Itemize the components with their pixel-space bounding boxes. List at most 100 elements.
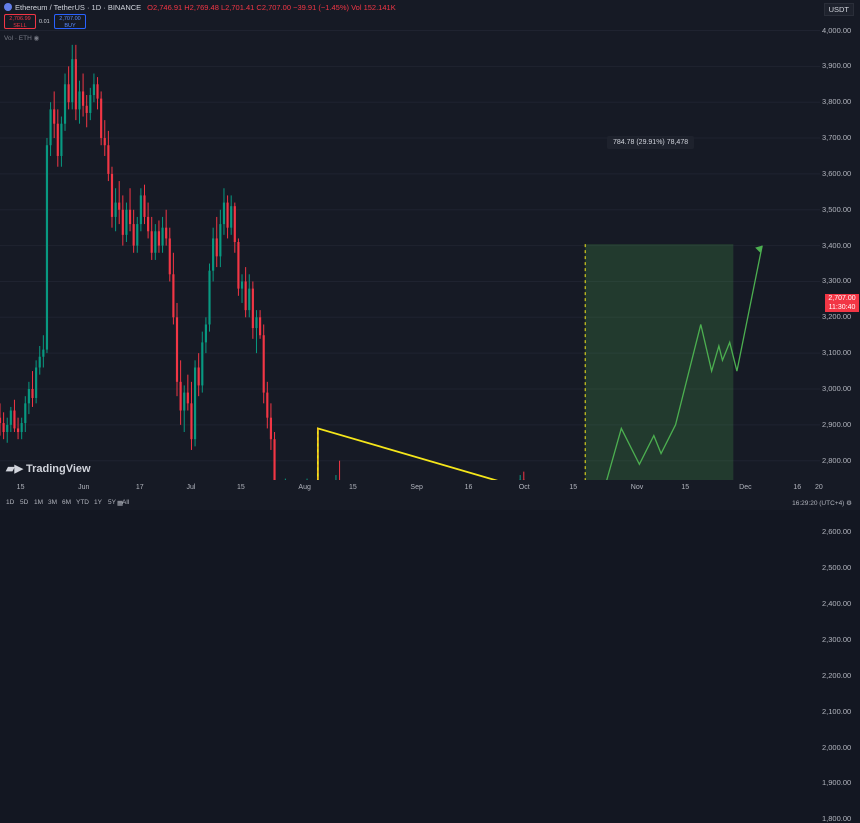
candle-body [143, 195, 145, 217]
candle-body [154, 231, 156, 253]
candle-body [24, 403, 26, 423]
candle-body [183, 393, 185, 411]
candle-body [234, 206, 236, 242]
buy-price: 2,707.00 [55, 16, 85, 23]
candle-body [161, 228, 163, 246]
candle-body [198, 367, 200, 385]
candle-body [133, 224, 135, 246]
price-tick-label: 1,800.00 [822, 814, 851, 823]
volume-readout: Vol 152.141K [351, 3, 396, 12]
time-tick-label: Jun [78, 484, 89, 491]
candle-body [89, 95, 91, 113]
timeframe-button[interactable]: 5Y [108, 499, 116, 506]
candle-body [57, 124, 59, 156]
price-tick-label: 3,800.00 [822, 97, 851, 106]
candle-body [190, 403, 192, 439]
candle-body [125, 210, 127, 235]
price-tick-label: 2,000.00 [822, 743, 851, 752]
price-tick-label: 2,500.00 [822, 563, 851, 572]
candle-body [129, 210, 131, 224]
symbol-title[interactable]: Ethereum / TetherUS · 1D · BINANCE [15, 3, 141, 12]
price-chart[interactable] [0, 0, 820, 480]
candle-body [176, 317, 178, 382]
measure-label: 784.78 (29.91%) 78,478 [607, 136, 694, 149]
timeframe-button[interactable]: 6M [62, 499, 71, 506]
candle-body [237, 242, 239, 289]
timeframe-button[interactable]: 1M [34, 499, 43, 506]
price-tick-label: 3,000.00 [822, 384, 851, 393]
time-tick-label: 20 [815, 484, 823, 491]
settings-icon[interactable]: ⚙ [846, 500, 852, 507]
price-tick-label: 2,100.00 [822, 707, 851, 716]
candle-body [230, 206, 232, 228]
price-tick-label: 4,000.00 [822, 26, 851, 35]
candle-body [273, 439, 275, 480]
spread-value: 0.01 [39, 19, 50, 25]
candle-body [6, 425, 8, 432]
clock-text: 16:29:20 (UTC+4) [792, 500, 844, 507]
timeframe-button[interactable]: 1D [6, 499, 14, 506]
candle-body [42, 350, 44, 357]
candle-body [205, 324, 207, 342]
time-tick-label: Aug [298, 484, 310, 491]
time-tick-label: Sep [410, 484, 422, 491]
time-tick-label: 15 [569, 484, 577, 491]
candle-body [122, 210, 124, 235]
candle-body [194, 367, 196, 439]
time-tick-label: Dec [739, 484, 751, 491]
price-tick-label: 2,300.00 [822, 635, 851, 644]
time-tick-label: Jul [186, 484, 195, 491]
timeframe-button[interactable]: 3M [48, 499, 57, 506]
candle-body [31, 389, 33, 398]
volume-indicator-label[interactable]: Vol · ETH ◉ [4, 34, 39, 42]
calendar-icon[interactable]: ▦ [117, 499, 123, 507]
ohlc-readout: O2,746.91 H2,769.48 L2,701.41 C2,707.00 … [147, 3, 349, 12]
candle-body [39, 357, 41, 368]
candle-body [93, 84, 95, 95]
candle-body [60, 124, 62, 156]
candle-body [165, 228, 167, 239]
candle-body [158, 231, 160, 245]
time-tick-label: 15 [17, 484, 25, 491]
price-tick-label: 2,400.00 [822, 599, 851, 608]
candle-body [71, 59, 73, 102]
candle-body [180, 382, 182, 411]
timeframe-button[interactable]: YTD [76, 499, 89, 506]
current-price: 2,707.00 [825, 294, 859, 303]
candle-body [270, 418, 272, 440]
candle-body [169, 238, 171, 274]
candle-body [100, 99, 102, 138]
candle-body [245, 281, 247, 310]
candle-body [3, 423, 5, 432]
candle-body [10, 411, 12, 425]
tradingview-logo-text: TradingView [26, 463, 91, 475]
candle-body [115, 203, 117, 217]
time-tick-label: Oct [519, 484, 530, 491]
candle-body [0, 418, 1, 423]
candle-body [136, 224, 138, 246]
candle-body [255, 317, 257, 328]
eye-icon[interactable]: ◉ [34, 35, 40, 42]
price-tick-label: 3,300.00 [822, 276, 851, 285]
time-tick-label: Nov [631, 484, 643, 491]
candle-body [212, 238, 214, 270]
candle-body [104, 138, 106, 145]
time-tick-label: 15 [681, 484, 689, 491]
price-tick-label: 3,400.00 [822, 241, 851, 250]
candle-body [259, 317, 261, 335]
currency-selector[interactable]: USDT [824, 3, 854, 16]
candle-body [107, 145, 109, 174]
timeframe-button[interactable]: 5D [20, 499, 28, 506]
time-tick-label: 16 [793, 484, 801, 491]
timeframe-button[interactable]: 1Y [94, 499, 102, 506]
candle-body [241, 281, 243, 288]
chart-window: Ethereum / TetherUS · 1D · BINANCE O2,746… [0, 0, 860, 510]
candle-body [111, 174, 113, 217]
sell-label: SELL [5, 23, 35, 30]
price-tick-label: 3,100.00 [822, 348, 851, 357]
price-tick-label: 2,200.00 [822, 671, 851, 680]
candle-body [78, 91, 80, 109]
candle-body [86, 106, 88, 113]
